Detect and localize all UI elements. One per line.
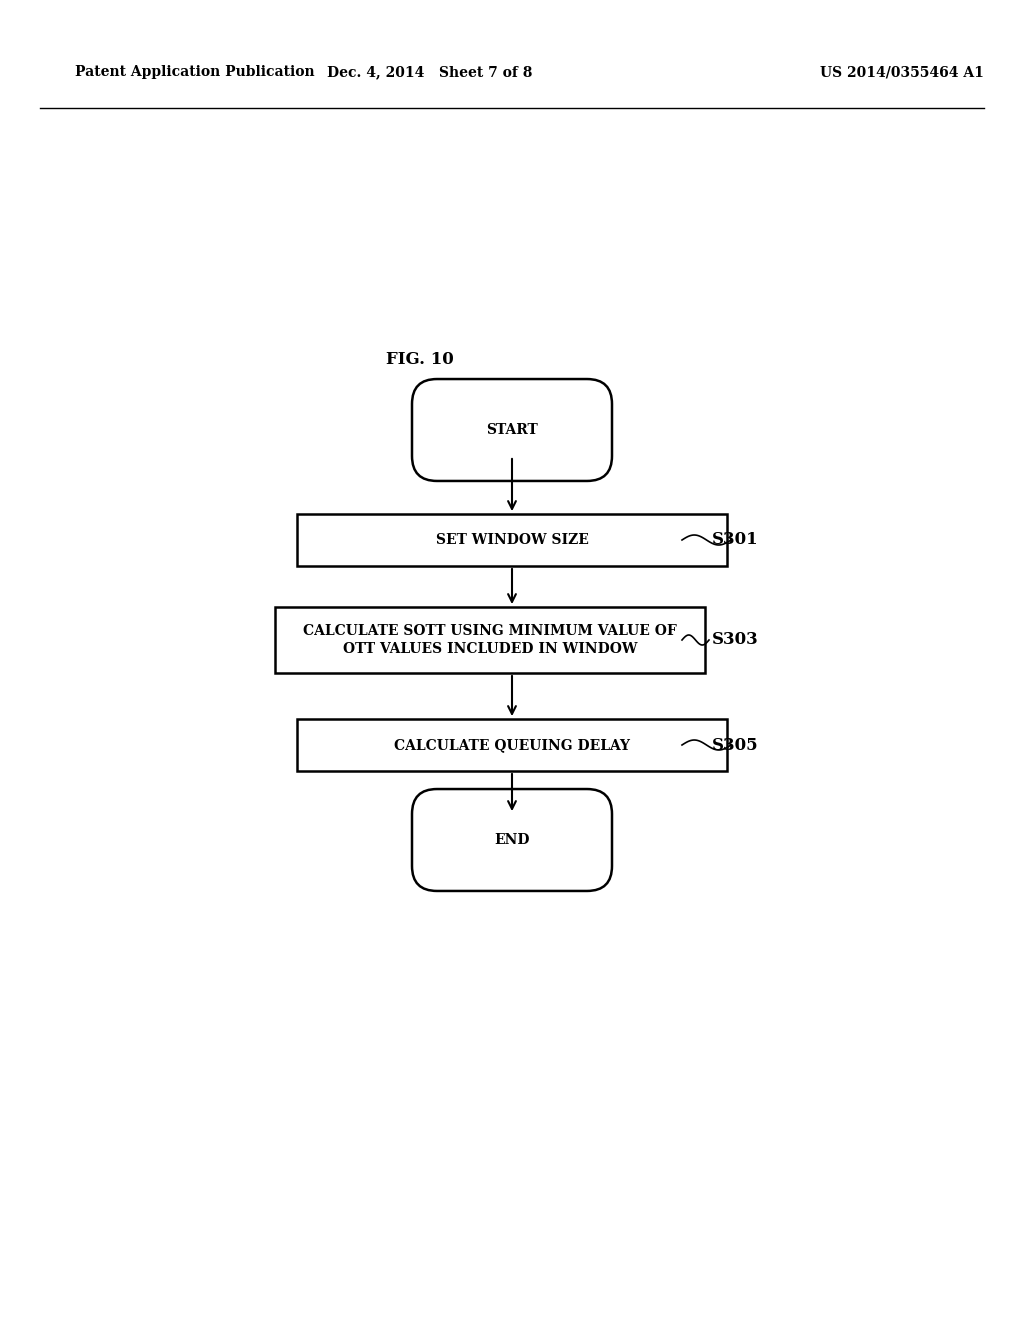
Bar	[297, 719, 727, 771]
Text: S303: S303	[712, 631, 759, 648]
Text: Patent Application Publication: Patent Application Publication	[75, 65, 314, 79]
Text: CALCULATE SOTT USING MINIMUM VALUE OF
OTT VALUES INCLUDED IN WINDOW: CALCULATE SOTT USING MINIMUM VALUE OF OT…	[303, 624, 677, 656]
Text: SET WINDOW SIZE: SET WINDOW SIZE	[435, 533, 589, 546]
Text: S301: S301	[712, 532, 759, 549]
Bar	[297, 513, 727, 566]
Text: S305: S305	[712, 737, 759, 754]
Text: START: START	[486, 422, 538, 437]
FancyBboxPatch shape	[412, 789, 612, 891]
Text: FIG. 10: FIG. 10	[386, 351, 454, 368]
Text: CALCULATE QUEUING DELAY: CALCULATE QUEUING DELAY	[394, 738, 630, 752]
Text: US 2014/0355464 A1: US 2014/0355464 A1	[820, 65, 984, 79]
FancyBboxPatch shape	[412, 379, 612, 480]
Text: Dec. 4, 2014   Sheet 7 of 8: Dec. 4, 2014 Sheet 7 of 8	[328, 65, 532, 79]
Bar	[275, 607, 705, 673]
Text: END: END	[495, 833, 529, 847]
